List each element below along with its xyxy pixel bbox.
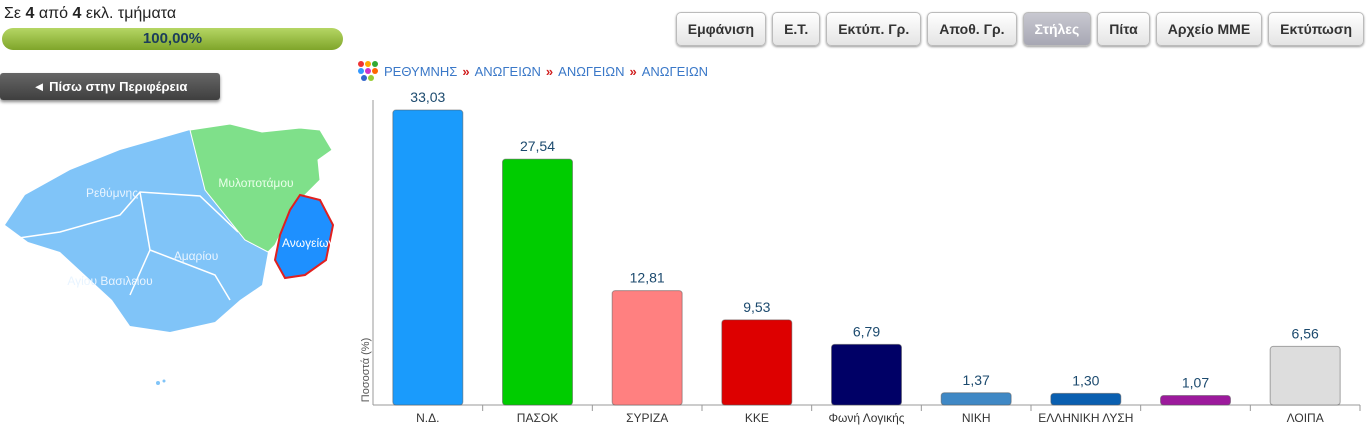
map-label: Ρεθύμνης (86, 186, 138, 200)
value-label: 1,30 (1072, 372, 1099, 388)
x-tick-label: ΝΙΚΗ (962, 411, 991, 425)
bar (831, 343, 902, 406)
section-count: Σε 4 από 4 εκλ. τμήματα (4, 5, 176, 23)
text: εκλ. τμήματα (85, 5, 177, 22)
y-axis-label: Ποσοστά (%) (360, 338, 372, 402)
x-tick-label: Ν.Δ. (416, 411, 439, 425)
value-label: 6,79 (853, 323, 880, 339)
bar (611, 290, 683, 406)
map-label: Αμαρίου (174, 249, 219, 263)
back-button[interactable]: ◄ Πίσω στην Περιφέρεια (0, 73, 220, 100)
value-label: 9,53 (743, 299, 770, 315)
bar (392, 109, 464, 406)
bar (940, 392, 1012, 406)
value-label: 1,37 (963, 372, 990, 388)
map-label: Αγίου Βασιλείου (67, 274, 152, 288)
bar (1160, 394, 1231, 406)
toolbar-button[interactable]: Στήλες (1022, 12, 1092, 46)
x-tick-label: ΚΚΕ (745, 411, 769, 425)
region[interactable] (273, 193, 334, 280)
x-tick-label: ΕΛΛΗΝΙΚΗ ΛΥΣΗ (1038, 411, 1133, 425)
breadcrumb: ΡΕΘΥΜΝΗΣ» ΑΝΩΓΕΙΩΝ» ΑΝΩΓΕΙΩΝ» ΑΝΩΓΕΙΩΝ (357, 60, 708, 82)
toolbar-button[interactable]: Αρχείο ΜΜΕ (1155, 12, 1263, 46)
toolbar-button[interactable]: Εκτύπ. Γρ. (826, 12, 922, 46)
map-label: Ανωγείων (282, 236, 334, 250)
value-label: 1,07 (1182, 374, 1209, 390)
back-label: Πίσω στην Περιφέρεια (49, 79, 188, 94)
crumb[interactable]: ΑΝΩΓΕΙΩΝ (474, 63, 541, 79)
map-label: Μυλοποτάμου (218, 176, 293, 190)
progress-bar: 100,00% (2, 28, 343, 50)
x-tick-label: ΣΥΡΙΖΑ (626, 411, 668, 425)
text: από (38, 5, 69, 22)
map: Ρεθύμνης Μυλοποτάμου Ανωγείων Αμαρίου Αγ… (4, 123, 334, 385)
value-label: 27,54 (520, 138, 555, 154)
value-label: 6,56 (1292, 325, 1319, 341)
region[interactable] (189, 123, 333, 253)
toolbar-button[interactable]: Ε.Τ. (772, 12, 821, 46)
value-label: 12,81 (630, 270, 665, 286)
toolbar: Εμφάνιση Ε.Τ. Εκτύπ. Γρ. Αποθ. Γρ. Στήλες Πίτ… (675, 12, 1364, 46)
icon (358, 61, 378, 81)
bar (1050, 392, 1122, 406)
text: Σε (4, 5, 22, 22)
value-label: 33,03 (410, 89, 445, 105)
bar (1269, 345, 1341, 406)
bar (721, 319, 793, 406)
x-tick-label: Φωνή Λογικής (828, 411, 904, 425)
count: 4 (25, 5, 35, 22)
x-tick-label: ΛΟΙΠΑ (1287, 411, 1324, 425)
count: 4 (72, 5, 82, 22)
toolbar-button[interactable]: Πίτα (1097, 12, 1150, 46)
crumb[interactable]: ΑΝΩΓΕΙΩΝ (641, 63, 709, 79)
toolbar-button[interactable]: Εμφάνιση (675, 12, 767, 46)
toolbar-button[interactable]: Εκτύπωση (1268, 12, 1364, 46)
crumb[interactable]: ΑΝΩΓΕΙΩΝ (558, 63, 625, 79)
toolbar-button[interactable]: Αποθ. Γρ. (927, 12, 1017, 46)
bar (502, 158, 573, 406)
crumb[interactable]: ΡΕΘΥΜΝΗΣ (384, 63, 458, 79)
x-tick-label: ΠΑΣΟΚ (517, 411, 558, 425)
